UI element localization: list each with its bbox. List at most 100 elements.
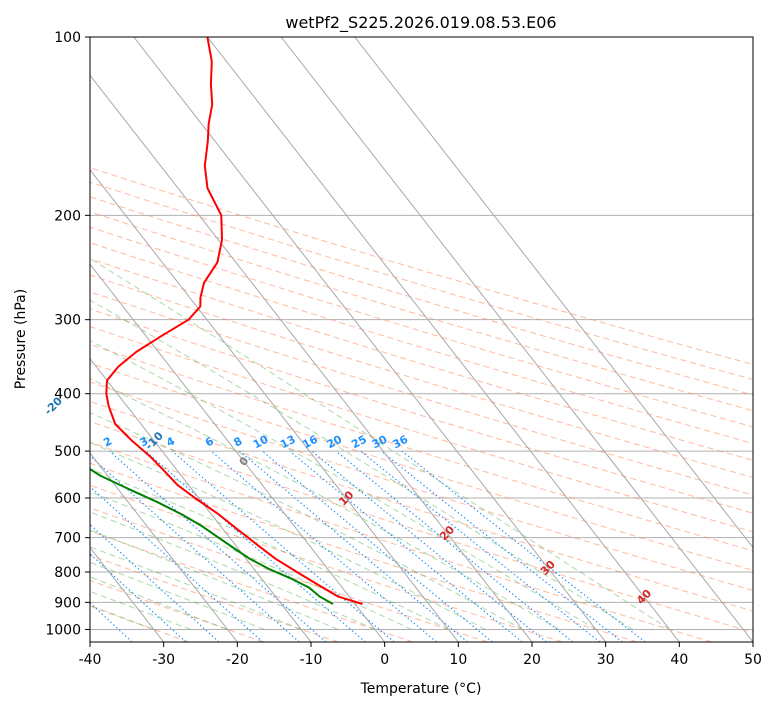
dry-adiabat-line bbox=[90, 484, 563, 642]
y-axis-label: Pressure (hPa) bbox=[13, 289, 29, 389]
x-tick-label: 40 bbox=[670, 652, 688, 668]
y-tick-label: 800 bbox=[54, 565, 81, 581]
dry-adiabat-line bbox=[90, 242, 753, 444]
moist-adiabat-line bbox=[90, 468, 449, 630]
mixing-ratio-line bbox=[90, 553, 187, 642]
x-axis-label: Temperature (°C) bbox=[360, 681, 482, 697]
mixing-ratio-lines bbox=[90, 450, 646, 642]
mixing-ratio-label: 10 bbox=[251, 433, 271, 452]
mixing-ratio-line bbox=[145, 450, 366, 642]
dry-adiabat-line bbox=[90, 308, 753, 514]
mixing-ratio-label: 2 bbox=[101, 434, 114, 449]
moist-adiabat-line bbox=[90, 529, 339, 630]
x-tick-label: 20 bbox=[523, 652, 541, 668]
y-tick-label: 700 bbox=[54, 531, 81, 547]
x-tick-label: -30 bbox=[152, 652, 175, 668]
mixing-ratio-line bbox=[90, 523, 220, 642]
moist-adiabat-line bbox=[90, 299, 633, 630]
mixing-ratio-labels: 2 3 4 6 8 10 13 16 20 25 30 36 bbox=[101, 432, 410, 451]
isotherm-label: 40 bbox=[634, 587, 654, 607]
moist-adiabat-line bbox=[90, 442, 486, 630]
isotherm-line bbox=[90, 452, 238, 642]
moist-adiabat-line bbox=[90, 511, 376, 630]
dry-adiabat-line bbox=[90, 507, 488, 642]
moist-adiabat-line bbox=[90, 491, 412, 630]
dry-adiabat-line bbox=[90, 579, 264, 642]
moist-adiabat-line bbox=[90, 378, 560, 630]
grid-lines bbox=[90, 37, 753, 630]
dry-adiabat-line bbox=[90, 420, 753, 633]
mixing-ratio-label: 30 bbox=[370, 432, 390, 451]
y-tick-label: 400 bbox=[54, 387, 81, 403]
moist-adiabat-line bbox=[90, 561, 265, 630]
y-tick-label: 900 bbox=[54, 595, 81, 611]
isotherm-line bbox=[354, 37, 753, 549]
y-tick-label: 300 bbox=[54, 313, 81, 329]
dry-adiabat-line bbox=[90, 291, 753, 496]
dry-adiabat-line bbox=[90, 462, 638, 642]
dry-adiabat-line bbox=[90, 211, 753, 412]
y-tick-label: 200 bbox=[54, 208, 81, 224]
mixing-ratio-line bbox=[360, 450, 601, 642]
mixing-ratio-line bbox=[401, 450, 646, 642]
isotherm-line bbox=[90, 263, 386, 642]
x-tick-label: 0 bbox=[380, 652, 389, 668]
y-tick-label: 500 bbox=[54, 444, 81, 460]
x-tick-label: -40 bbox=[79, 652, 102, 668]
dry-adiabat-line bbox=[90, 196, 753, 396]
mixing-ratio-label: 6 bbox=[203, 434, 216, 449]
mixing-ratio-line bbox=[262, 450, 493, 642]
moist-adiabat-line bbox=[90, 576, 228, 630]
dry-adiabat-line bbox=[90, 325, 753, 533]
x-tick-label: 10 bbox=[449, 652, 467, 668]
mixing-ratio-line bbox=[210, 450, 437, 642]
moist-adiabat-line bbox=[90, 257, 670, 630]
mixing-ratio-line bbox=[90, 485, 264, 642]
moist-adiabats bbox=[90, 257, 670, 630]
dry-adiabat-line bbox=[90, 343, 753, 552]
moist-adiabat-line bbox=[90, 546, 302, 630]
moist-adiabat-line bbox=[90, 412, 523, 630]
x-tick-label: 30 bbox=[597, 652, 615, 668]
dry-adiabat-line bbox=[90, 530, 414, 642]
isotherm-line bbox=[90, 168, 459, 642]
mixing-ratio-label: 25 bbox=[349, 433, 369, 452]
isotherms bbox=[90, 37, 753, 642]
mixing-ratio-label: 16 bbox=[300, 433, 320, 452]
x-tick-label: 50 bbox=[744, 652, 762, 668]
dry-adiabat-line bbox=[90, 441, 712, 642]
x-tick-label: -20 bbox=[226, 652, 249, 668]
y-tick-label: 100 bbox=[54, 30, 81, 46]
x-axis-ticks: -40 -30 -20 -10 0 10 20 30 40 50 bbox=[79, 642, 762, 668]
plot-frame bbox=[89, 36, 754, 643]
mixing-ratio-label: 20 bbox=[325, 432, 345, 451]
mixing-ratio-line bbox=[311, 450, 547, 642]
dry-adiabat-line bbox=[90, 400, 753, 612]
dry-adiabat-line bbox=[90, 167, 753, 365]
mixing-ratio-line bbox=[335, 450, 574, 642]
profile-lines bbox=[90, 37, 363, 605]
mixing-ratio-line bbox=[380, 450, 623, 642]
y-tick-label: 600 bbox=[54, 491, 81, 507]
mixing-ratio-label: 13 bbox=[278, 433, 298, 452]
isotherm-label: 0 bbox=[237, 454, 252, 469]
dewpoint-profile-line bbox=[90, 467, 334, 605]
mixing-ratio-line bbox=[239, 450, 468, 642]
temperature-profile-line bbox=[105, 37, 363, 605]
isotherm-line bbox=[133, 37, 607, 642]
mixing-ratio-label: 36 bbox=[391, 433, 411, 452]
mixing-ratio-line bbox=[171, 450, 395, 642]
isotherm-line bbox=[207, 37, 680, 642]
dry-adiabats bbox=[90, 167, 753, 642]
isotherm-line bbox=[90, 74, 533, 642]
mixing-ratio-label: 8 bbox=[232, 434, 245, 449]
x-tick-label: -10 bbox=[300, 652, 323, 668]
chart-title: wetPf2_S225.2026.019.08.53.E06 bbox=[285, 13, 556, 33]
y-tick-label: 1000 bbox=[45, 622, 81, 638]
isotherm-line bbox=[90, 357, 312, 642]
y-axis-ticks: 100 200 300 400 500 600 700 800 900 1000 bbox=[45, 30, 90, 638]
isotherm-line bbox=[280, 37, 753, 642]
isotherm-label: 20 bbox=[437, 523, 457, 543]
